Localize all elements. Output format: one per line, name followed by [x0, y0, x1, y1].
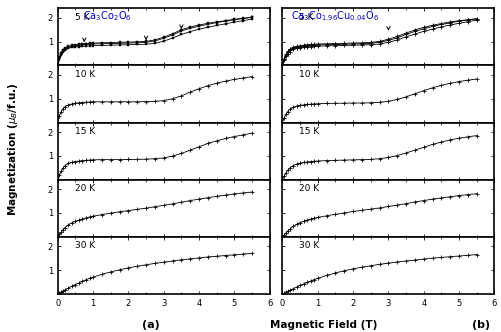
- Text: Magnetic Field (T): Magnetic Field (T): [270, 320, 377, 330]
- Text: (b): (b): [471, 320, 489, 330]
- Text: 5 K: 5 K: [299, 13, 313, 22]
- Text: Ca$_3$Co$_2$O$_6$: Ca$_3$Co$_2$O$_6$: [83, 9, 132, 23]
- Text: 15 K: 15 K: [75, 127, 95, 136]
- Text: 30 K: 30 K: [299, 241, 319, 250]
- Text: Ca$_3$Co$_{1.96}$Cu$_{0.04}$O$_6$: Ca$_3$Co$_{1.96}$Cu$_{0.04}$O$_6$: [291, 9, 378, 23]
- Text: 30 K: 30 K: [75, 241, 95, 250]
- Text: (a): (a): [141, 320, 159, 330]
- Text: 5 K: 5 K: [75, 13, 89, 22]
- Text: 15 K: 15 K: [299, 127, 319, 136]
- Text: 20 K: 20 K: [299, 184, 319, 193]
- Text: 10 K: 10 K: [299, 70, 319, 79]
- Text: 20 K: 20 K: [75, 184, 95, 193]
- Text: Magnetization ($\mu_B$/f.u.): Magnetization ($\mu_B$/f.u.): [6, 83, 20, 216]
- Text: 10 K: 10 K: [75, 70, 95, 79]
